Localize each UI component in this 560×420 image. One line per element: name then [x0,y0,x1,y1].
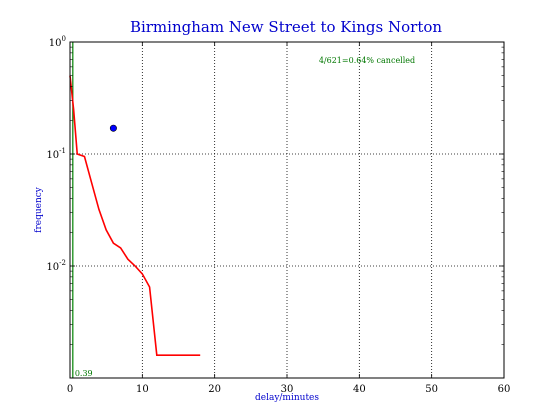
x-tick-label: 0 [67,384,73,395]
x-tick-label: 50 [425,384,438,395]
y-tick-label: 10-1 [46,147,66,161]
x-tick-label: 10 [136,384,149,395]
chart-title: Birmingham New Street to Kings Norton [130,18,442,36]
series-group: 0.39 [69,42,201,378]
x-axis-label: delay/minutes [255,393,319,403]
y-tick-label: 10-2 [46,259,66,273]
y-tick-label: 100 [49,35,66,49]
reference-vline-label: 0.39 [75,369,93,378]
axis-ticks: 0 10 20 30 40 50 60 100 10-1 10-2 [46,35,510,395]
grid-lines [70,42,504,378]
y-axis-label: frequency [34,186,44,233]
x-tick-label: 20 [208,384,221,395]
data-point [109,124,117,132]
delay-frequency-line [69,75,201,356]
x-tick-label: 40 [353,384,366,395]
x-tick-label: 60 [498,384,511,395]
cancelled-annotation: 4/621=0.64% cancelled [319,56,415,65]
x-tick-label: 30 [281,384,294,395]
